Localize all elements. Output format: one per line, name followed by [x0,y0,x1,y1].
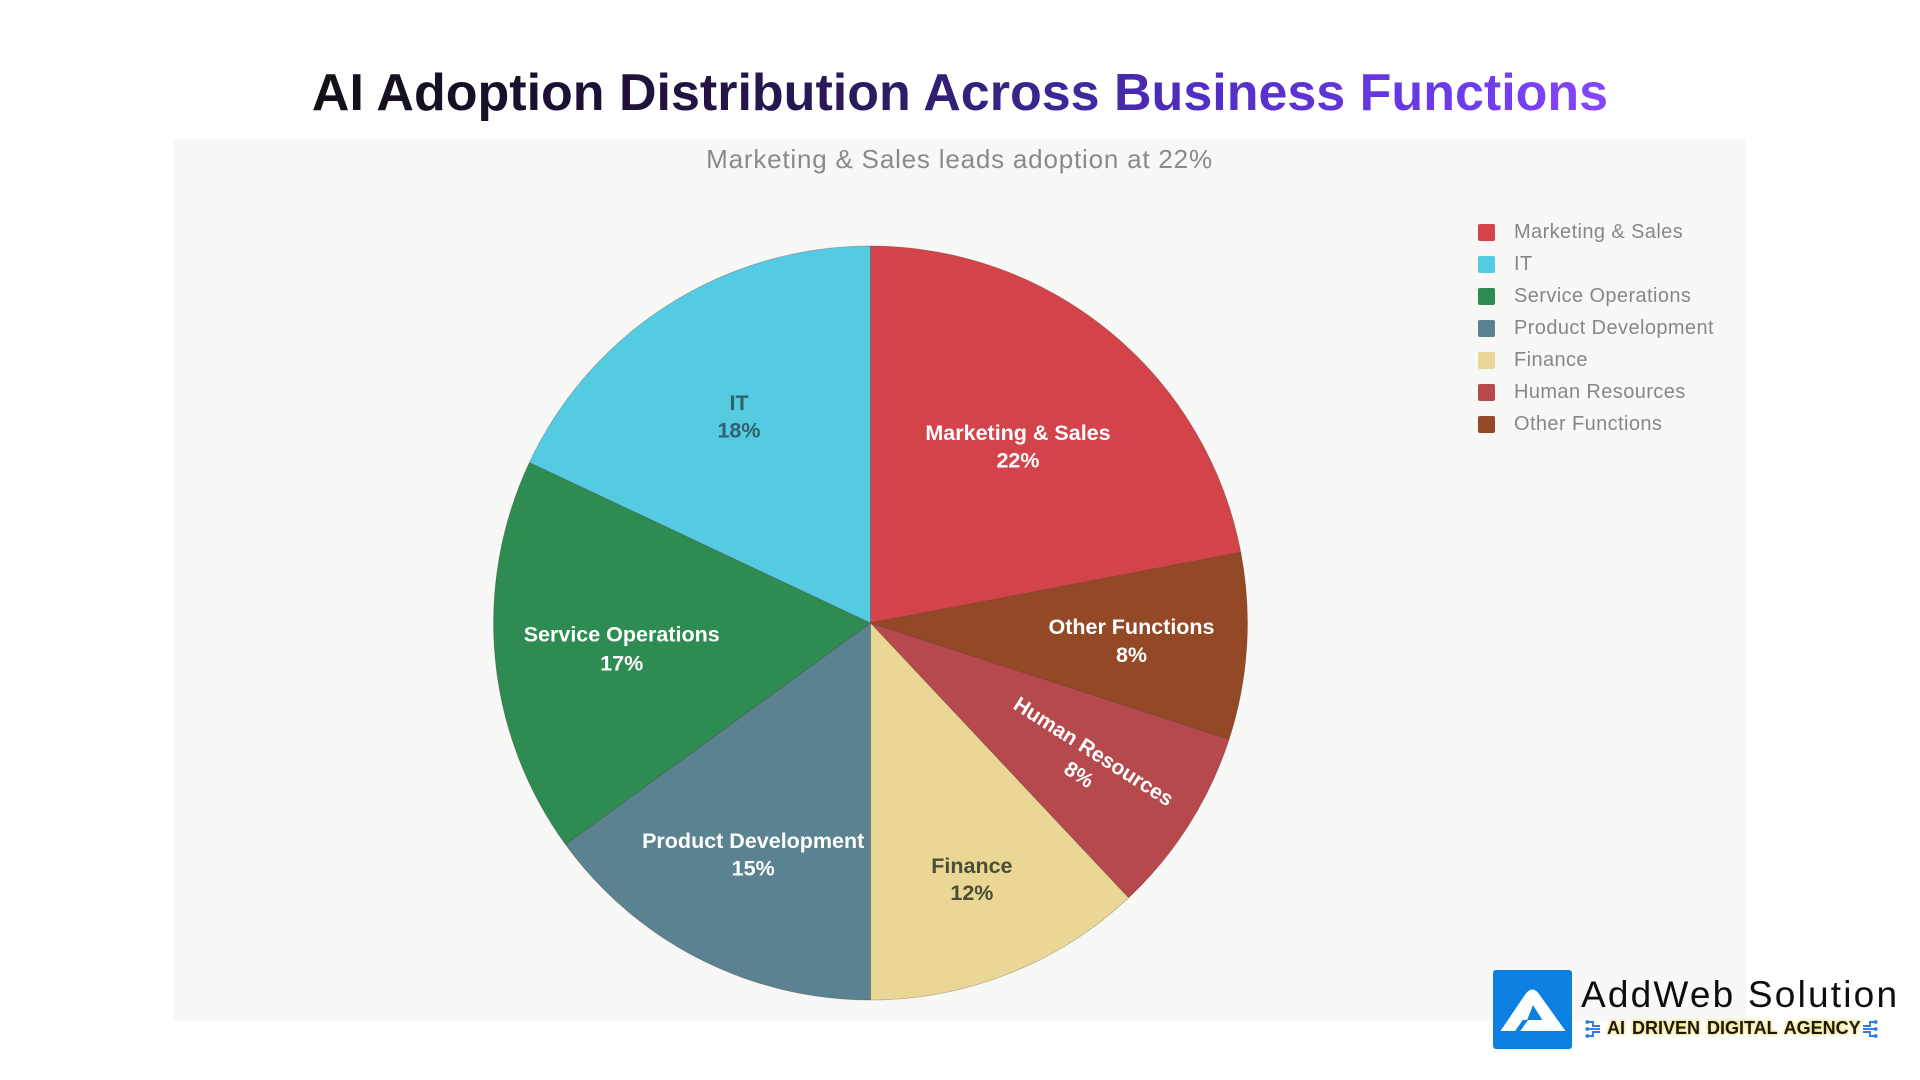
svg-text:15%: 15% [732,857,775,881]
svg-text:18%: 18% [717,419,760,443]
svg-text:8%: 8% [1116,643,1147,667]
svg-text:Service Operations: Service Operations [524,623,720,647]
svg-text:22%: 22% [996,449,1039,473]
svg-text:Other Functions: Other Functions [1048,615,1214,639]
svg-text:Product Development: Product Development [642,829,864,853]
svg-text:17%: 17% [600,652,643,676]
svg-text:IT: IT [729,391,748,415]
svg-text:Marketing & Sales: Marketing & Sales [925,421,1110,445]
svg-text:12%: 12% [950,881,993,905]
svg-text:Finance: Finance [931,854,1012,878]
